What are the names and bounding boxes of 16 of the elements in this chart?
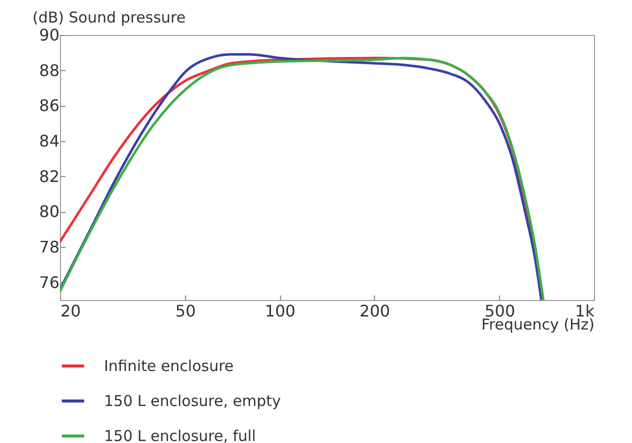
x-tick-label: 50 xyxy=(175,302,196,320)
x-tick-label: 200 xyxy=(360,302,390,320)
y-tick-label: 76 xyxy=(39,272,60,292)
legend-label: 150 L enclosure, empty xyxy=(104,392,282,410)
legend-label: 150 L enclosure, full xyxy=(104,427,256,443)
y-tick-label: 90 xyxy=(39,26,60,44)
y-tick-label: 78 xyxy=(39,238,60,256)
y-tick-label: 84 xyxy=(39,132,60,150)
legend-label: Infinite enclosure xyxy=(104,357,234,375)
y-tick-label: 88 xyxy=(39,60,60,80)
x-tick-label: 100 xyxy=(264,302,296,320)
x-tick-label: 20 xyxy=(60,302,81,320)
y-axis-title: (dB) Sound pressure xyxy=(32,8,186,26)
y-tick-label: 82 xyxy=(39,166,60,186)
y-tick-label: 86 xyxy=(39,96,60,116)
y-tick-label: 80 xyxy=(39,202,60,222)
